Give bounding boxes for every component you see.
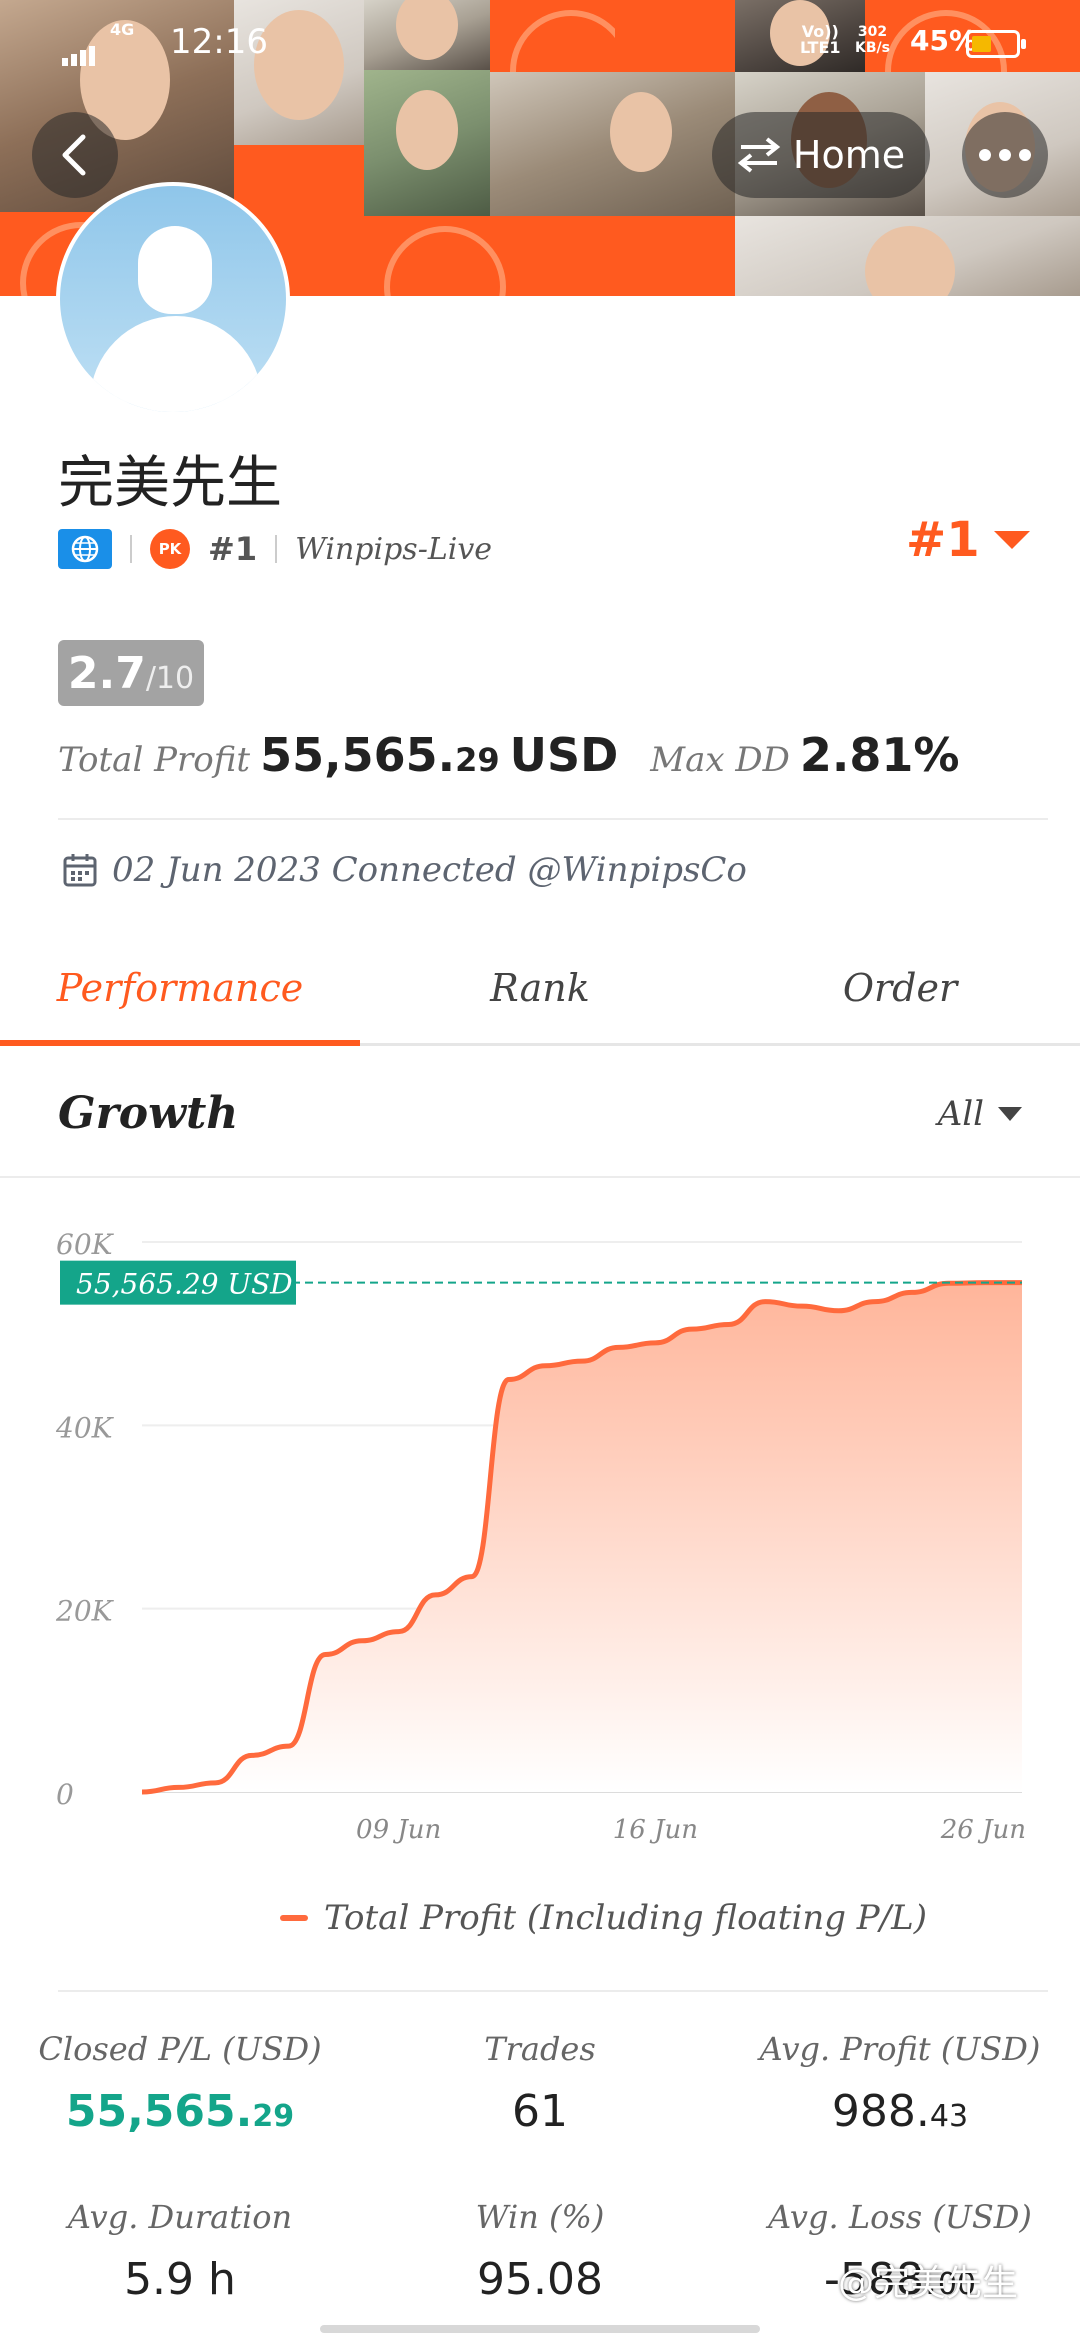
stat-avg-loss: Avg. Loss (USD) -588.00	[720, 2198, 1080, 2305]
home-button[interactable]: Home	[712, 112, 930, 198]
connected-info: 02 Jun 2023 Connected @WinpipsCo	[62, 850, 747, 890]
more-dots-icon	[979, 149, 991, 161]
battery-percent: 45%	[910, 24, 978, 57]
growth-filter-dropdown[interactable]: All	[938, 1094, 1022, 1134]
stat-trades: Trades 61	[360, 2030, 720, 2137]
divider	[58, 818, 1048, 820]
pk-flame-icon: PK	[150, 529, 190, 569]
stat-avg-duration: Avg. Duration 5.9 h	[0, 2198, 360, 2305]
divider	[58, 1990, 1048, 1992]
growth-title: Growth	[58, 1088, 239, 1139]
caret-down-icon	[993, 531, 1030, 549]
current-value-label: 55,565.29 USD	[76, 1268, 293, 1301]
battery-fill	[972, 36, 991, 52]
profile-badges: PK #1 Winpips-Live	[58, 524, 492, 574]
rank-dropdown[interactable]: #1	[906, 512, 1030, 568]
stat-label: Closed P/L (USD)	[38, 2030, 322, 2068]
stat-value: 55,565.29	[65, 2086, 295, 2137]
home-label: Home	[792, 133, 906, 177]
y-tick-label: 60K	[56, 1228, 115, 1261]
photo-tile	[364, 0, 490, 70]
stat-label: Avg. Profit (USD)	[759, 2030, 1041, 2068]
globe-icon[interactable]	[58, 529, 112, 569]
stat-value: -588.00	[823, 2254, 977, 2305]
stat-label: Avg. Duration	[67, 2198, 293, 2236]
stat-closed-pl: Closed P/L (USD) 55,565.29	[0, 2030, 360, 2137]
profit-summary: Total Profit 55,565.29 USD Max DD 2.81%	[58, 728, 959, 782]
network-speed: 302 KB/s	[855, 24, 890, 56]
stat-avg-profit: Avg. Profit (USD) 988.43	[720, 2030, 1080, 2137]
divider	[130, 535, 132, 563]
total-profit-label: Total Profit	[58, 740, 251, 780]
legend-swatch	[280, 1915, 308, 1921]
max-dd-value: 2.81%	[799, 728, 960, 782]
total-profit-currency: USD	[509, 728, 619, 782]
stat-value: 5.9 h	[124, 2254, 236, 2305]
growth-header: Growth All	[0, 1050, 1080, 1178]
home-indicator[interactable]	[320, 2325, 760, 2333]
divider	[275, 535, 278, 563]
stat-value: 61	[512, 2086, 568, 2137]
series-line	[141, 1280, 1022, 1795]
clock: 12:16	[170, 22, 268, 62]
x-tick-label: 16 Jun	[613, 1815, 698, 1845]
score-value: 2.7	[67, 648, 146, 699]
photo-tile	[735, 216, 1080, 296]
x-tick-label: 26 Jun	[940, 1815, 1026, 1845]
legend-label: Total Profit (Including floating P/L)	[324, 1898, 927, 1938]
calendar-icon	[63, 854, 97, 887]
growth-filter-label: All	[937, 1094, 984, 1134]
battery-icon	[966, 30, 1026, 58]
growth-chart[interactable]: 0 20K 40K 60K 55,565.29 USD 09 Jun 16 Jun 26 Ju…	[0, 1190, 1080, 1950]
watermark: @完美先生	[838, 2263, 1019, 2304]
score-denominator: /10	[145, 661, 195, 696]
stat-label: Avg. Loss (USD)	[768, 2198, 1032, 2236]
y-tick-label: 40K	[55, 1411, 115, 1444]
stat-label: Trades	[484, 2030, 596, 2068]
caret-down-icon	[998, 1107, 1022, 1121]
score-badge: 2.7 /10	[58, 640, 204, 706]
stat-win-rate: Win (%) 95.08	[360, 2198, 720, 2305]
connected-text: 02 Jun 2023 Connected @WinpipsCo	[112, 850, 747, 890]
switch-arrows-icon	[737, 137, 781, 173]
chevron-left-icon	[62, 134, 86, 176]
volte-indicator: Vo)) LTE1	[800, 22, 841, 57]
max-dd-label: Max DD	[650, 740, 790, 780]
pattern-tile	[364, 216, 735, 296]
status-bar: 4G 12:16 Vo)) LTE1 302 KB/s 45%	[0, 18, 1080, 66]
pattern-tile	[490, 0, 615, 72]
y-tick-label: 20K	[55, 1595, 115, 1628]
tab-bar: Performance Rank Order	[0, 946, 1080, 1046]
photo-tile	[234, 0, 364, 145]
tab-rank[interactable]: Rank	[490, 966, 590, 1010]
account-name: Winpips-Live	[295, 531, 493, 567]
profile-name: 完美先生	[58, 451, 282, 516]
rank-big-value: #1	[906, 512, 980, 568]
current-value-tag	[60, 1260, 296, 1305]
chart-legend: Total Profit (Including floating P/L)	[280, 1898, 927, 1938]
photo-tile	[735, 0, 865, 72]
back-button[interactable]	[32, 112, 118, 198]
rank-small: #1	[208, 530, 258, 568]
signal-icon	[62, 46, 95, 66]
total-profit-value: 55,565.29	[260, 728, 500, 782]
series-area	[142, 1282, 1022, 1792]
stat-value: 95.08	[477, 2254, 603, 2305]
x-tick-label: 09 Jun	[356, 1815, 441, 1845]
stat-value: 988.43	[831, 2086, 969, 2137]
photo-tile	[364, 70, 490, 216]
stat-label: Win (%)	[475, 2198, 605, 2236]
more-button[interactable]	[962, 112, 1048, 198]
y-tick-label: 0	[56, 1778, 74, 1811]
photo-tile	[490, 72, 735, 216]
avatar[interactable]	[56, 182, 290, 416]
network-type: 4G	[110, 20, 135, 39]
tab-performance[interactable]: Performance	[0, 946, 360, 1046]
tab-order[interactable]: Order	[842, 966, 958, 1010]
